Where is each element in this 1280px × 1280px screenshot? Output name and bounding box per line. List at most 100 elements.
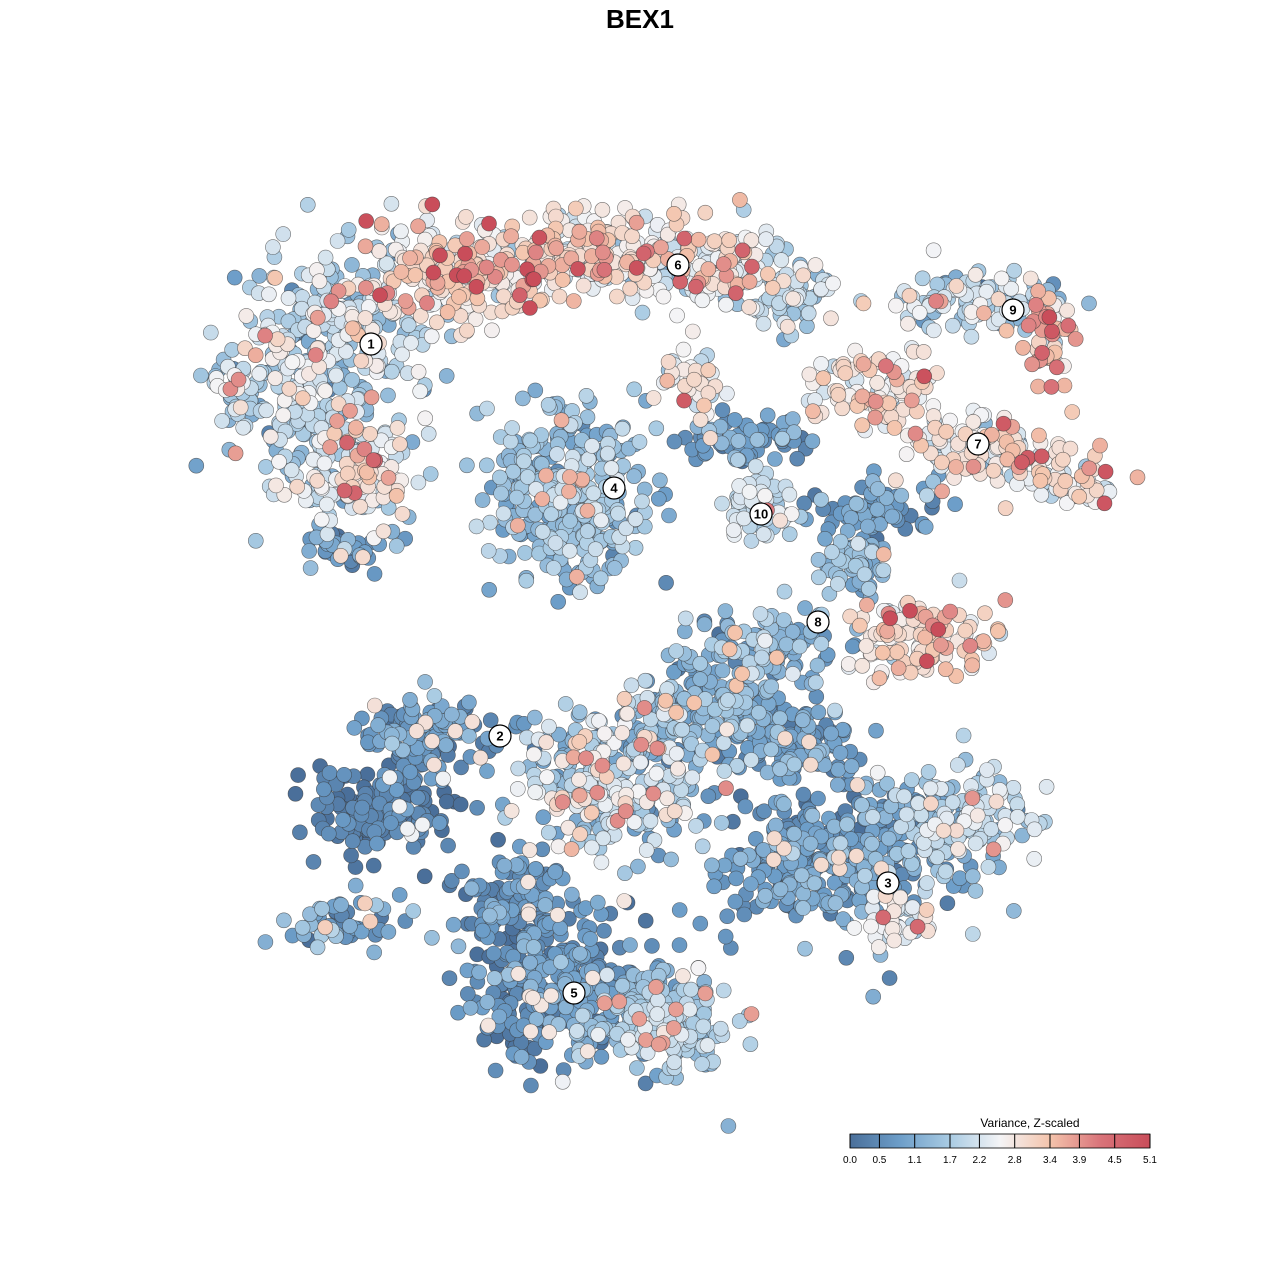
cell-point [419, 295, 435, 311]
legend-tick-label: 1.1 [908, 1155, 922, 1166]
cell-point [495, 505, 512, 522]
legend-tick-label: 2.2 [972, 1155, 986, 1166]
cell-point [461, 728, 477, 744]
cell-point [898, 446, 915, 463]
cell-point [675, 968, 691, 984]
cell-point [590, 1027, 607, 1043]
cell-point [1064, 404, 1080, 420]
cell-point [435, 770, 451, 787]
cell-point [914, 270, 931, 287]
cell-point [565, 293, 582, 309]
cell-point [795, 267, 812, 284]
cell-point [998, 322, 1015, 339]
legend-tick-label: 1.7 [943, 1155, 957, 1166]
cell-point [900, 843, 917, 859]
cell-point [538, 467, 554, 484]
cell-point [969, 807, 986, 824]
cell-point [508, 489, 525, 506]
cell-point [789, 450, 806, 467]
cell-point [426, 688, 443, 704]
cell-point [1056, 377, 1073, 394]
cell-point [541, 718, 557, 735]
cell-point [388, 538, 405, 554]
cell-point [779, 318, 796, 335]
cell-point [753, 649, 770, 666]
cell-point [289, 478, 306, 495]
cell-point [320, 825, 337, 842]
cell-point [937, 661, 954, 678]
cell-point [855, 356, 872, 372]
cell-point [859, 597, 875, 613]
cell-point [750, 704, 767, 721]
cell-point [830, 849, 847, 866]
cell-point [658, 574, 674, 591]
cell-point [441, 970, 458, 987]
cluster-label-9: 9 [1001, 298, 1025, 322]
cell-point [732, 850, 749, 867]
cell-point [813, 856, 830, 873]
cell-point [661, 507, 677, 524]
cell-point [481, 581, 498, 598]
cell-point [713, 815, 730, 831]
cell-point [552, 920, 569, 936]
cell-point [893, 487, 910, 504]
cell-point [900, 315, 916, 332]
cell-point [485, 945, 502, 962]
cell-point [1028, 297, 1044, 313]
cell-point [743, 752, 760, 768]
cell-point [474, 492, 491, 508]
cell-point [699, 1037, 716, 1053]
cell-point [384, 735, 400, 752]
cell-point [352, 498, 369, 515]
cell-point [480, 1017, 497, 1034]
cell-point [795, 786, 812, 803]
cell-point [226, 269, 243, 286]
cluster-label-text: 1 [367, 337, 374, 352]
cell-point [684, 769, 701, 786]
cell-point [757, 632, 773, 649]
cell-point [596, 261, 613, 278]
cell-point [227, 445, 244, 462]
cell-point [648, 420, 665, 437]
cell-point [839, 816, 855, 833]
cell-point [1097, 463, 1114, 480]
cell-point [737, 798, 754, 815]
cell-point [697, 985, 714, 1002]
cell-point [534, 523, 551, 540]
cell-point [388, 487, 405, 504]
cell-point [736, 510, 752, 527]
cell-point [757, 887, 774, 904]
cell-point [328, 367, 344, 384]
cluster-label-2: 2 [488, 724, 512, 748]
cell-point [634, 493, 650, 510]
cell-point [554, 272, 571, 288]
cell-point [888, 297, 904, 314]
cell-point [645, 785, 662, 802]
cell-point [447, 723, 464, 739]
cell-point [344, 320, 361, 337]
cell-point [763, 678, 780, 695]
cell-point [438, 368, 455, 384]
cell-point [403, 335, 419, 351]
cell-point [599, 445, 616, 462]
cell-point [578, 750, 594, 767]
cell-point [275, 407, 292, 424]
cell-point [359, 766, 376, 783]
cell-point [1014, 454, 1030, 471]
cell-point [1059, 302, 1075, 319]
cell-point [881, 970, 898, 986]
cell-point [294, 919, 311, 936]
cell-point [657, 692, 674, 709]
cell-point [714, 402, 731, 418]
cell-point [513, 1049, 530, 1065]
cell-point [721, 232, 738, 248]
cell-point [481, 907, 498, 924]
cell-point [938, 423, 955, 440]
cluster-label-4: 4 [602, 476, 626, 500]
cell-point [949, 757, 966, 773]
cell-point [609, 288, 625, 305]
legend-tick-label: 5.1 [1143, 1155, 1157, 1166]
cell-point [492, 469, 508, 486]
cell-point [659, 790, 676, 807]
cell-point [727, 893, 744, 910]
